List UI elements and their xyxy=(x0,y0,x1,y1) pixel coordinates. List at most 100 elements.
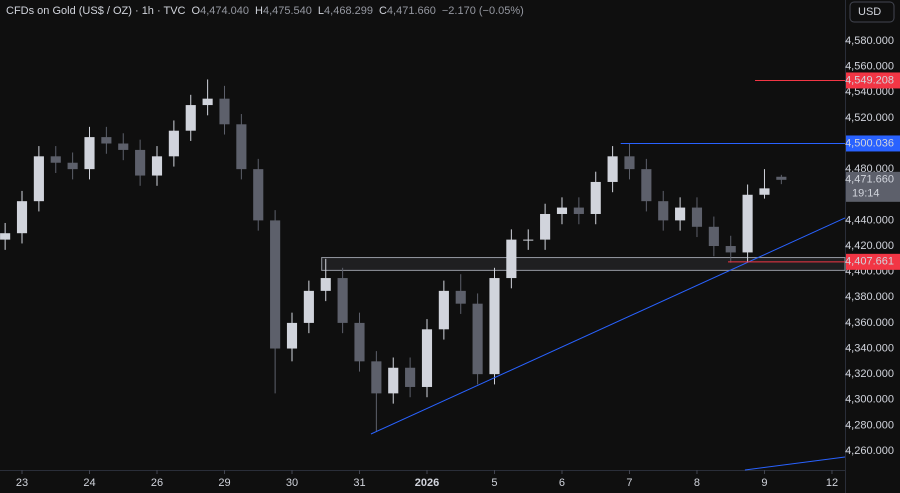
y-tick-label: 4,420.000 xyxy=(845,240,894,252)
level-label: 4,549.208 xyxy=(845,74,894,86)
level-box xyxy=(846,135,900,152)
ohlc-label: L xyxy=(318,5,324,17)
x-tick-label: 5 xyxy=(491,477,497,489)
candle-body xyxy=(742,194,753,253)
x-tick-label: 26 xyxy=(151,477,163,489)
change: −2.170 (−0.05%) xyxy=(442,5,524,17)
x-tick-label: 29 xyxy=(218,477,230,489)
ohlc-value: 4,471.660 xyxy=(387,5,436,17)
candle-body xyxy=(84,137,95,170)
candle-body xyxy=(675,207,686,221)
candle-body xyxy=(455,290,466,304)
candle-body xyxy=(168,130,179,157)
candle-body xyxy=(371,361,382,394)
x-tick-label: 30 xyxy=(286,477,298,489)
y-tick-label: 4,260.000 xyxy=(845,445,894,457)
currency-button[interactable] xyxy=(849,1,895,23)
x-tick-label: 24 xyxy=(83,477,95,489)
x-tick-label: 23 xyxy=(16,477,28,489)
candle-body xyxy=(725,246,736,253)
candle-body xyxy=(135,149,146,176)
candle-body xyxy=(236,124,247,170)
candle-body xyxy=(33,156,44,202)
x-tick-label: 31 xyxy=(353,477,365,489)
ohlc-value: 4,468.299 xyxy=(324,5,373,17)
ohlc-label: H xyxy=(255,5,263,17)
candle-body xyxy=(50,156,61,163)
plot-area xyxy=(0,79,846,471)
candle-body xyxy=(286,322,298,349)
y-tick-label: 4,300.000 xyxy=(845,394,894,406)
last-price-box xyxy=(846,171,900,202)
candle-body xyxy=(219,98,230,125)
level-box xyxy=(846,72,900,89)
ohlc-value: 4,475.540 xyxy=(263,5,312,17)
candle-body xyxy=(506,239,517,279)
ohlc-label: C xyxy=(379,5,387,17)
y-tick-label: 4,540.000 xyxy=(845,86,894,98)
y-tick-label: 4,580.000 xyxy=(845,35,894,47)
candle-body xyxy=(607,156,618,182)
candle-body xyxy=(185,105,196,131)
candle-body xyxy=(556,207,568,214)
x-tick-label: 6 xyxy=(559,477,565,489)
trendline xyxy=(744,456,846,471)
candle-body xyxy=(270,220,281,349)
y-tick-label: 4,520.000 xyxy=(845,112,894,124)
candle-body xyxy=(101,137,112,144)
level-box xyxy=(846,253,900,270)
candle-body xyxy=(303,290,314,323)
candle-body xyxy=(337,278,348,323)
candle-body xyxy=(759,188,770,195)
candle-body xyxy=(405,367,416,387)
axes: 4,260.000 4,280.000 4,300.000 4,320.000 4,34… xyxy=(16,35,900,489)
last-price-label: 4,471.660 xyxy=(845,174,894,186)
y-tick-label: 4,340.000 xyxy=(845,342,894,354)
candle-body xyxy=(624,156,635,170)
countdown: 19:14 xyxy=(852,188,880,200)
candle-body xyxy=(641,169,652,202)
y-tick-label: 4,380.000 xyxy=(845,291,894,303)
ohlc-value: 4,474.040 xyxy=(200,5,249,17)
candle-body xyxy=(776,176,787,180)
candle-body xyxy=(438,290,449,330)
candle-body xyxy=(421,329,433,387)
candle-body xyxy=(540,213,551,240)
candle-body xyxy=(523,239,534,241)
x-tick-label: 9 xyxy=(761,477,767,489)
candle-body xyxy=(253,169,264,221)
level-label: 4,407.661 xyxy=(845,256,894,268)
y-tick-label: 4,560.000 xyxy=(845,61,894,73)
header: CFDs on Gold (US$ / OZ) · 1h · TVC O4,474… xyxy=(6,1,895,23)
ohlc-label: O xyxy=(192,5,201,17)
candle-body xyxy=(151,156,163,176)
candle-body xyxy=(0,233,11,240)
candle-body xyxy=(354,322,365,362)
candle-body xyxy=(320,278,331,291)
candle-body xyxy=(202,98,213,106)
x-tick-label: 7 xyxy=(626,477,632,489)
candle-body xyxy=(472,303,483,375)
level-label: 4,500.036 xyxy=(845,137,894,149)
candle-body xyxy=(118,143,129,150)
trendline xyxy=(370,217,846,435)
x-tick-label: 2026 xyxy=(415,477,439,489)
candle-body xyxy=(67,162,78,170)
y-tick-label: 4,440.000 xyxy=(845,214,894,226)
candle-body xyxy=(489,278,500,375)
x-tick-label: 12 xyxy=(826,477,838,489)
zone xyxy=(321,257,846,271)
candle-body xyxy=(590,181,601,214)
candle-body xyxy=(708,226,719,247)
y-tick-label: 4,320.000 xyxy=(845,368,894,380)
candle-body xyxy=(573,207,584,214)
header-text: CFDs on Gold (US$ / OZ) · 1h · TVC O4,474… xyxy=(6,5,524,17)
candle-body xyxy=(691,207,703,227)
x-tick-label: 8 xyxy=(694,477,700,489)
candle-body xyxy=(388,367,399,394)
y-tick-label: 4,280.000 xyxy=(845,419,894,431)
currency-label[interactable]: USD xyxy=(858,6,881,18)
symbol: CFDs on Gold (US$ / OZ) · 1h · TVC xyxy=(6,5,186,17)
